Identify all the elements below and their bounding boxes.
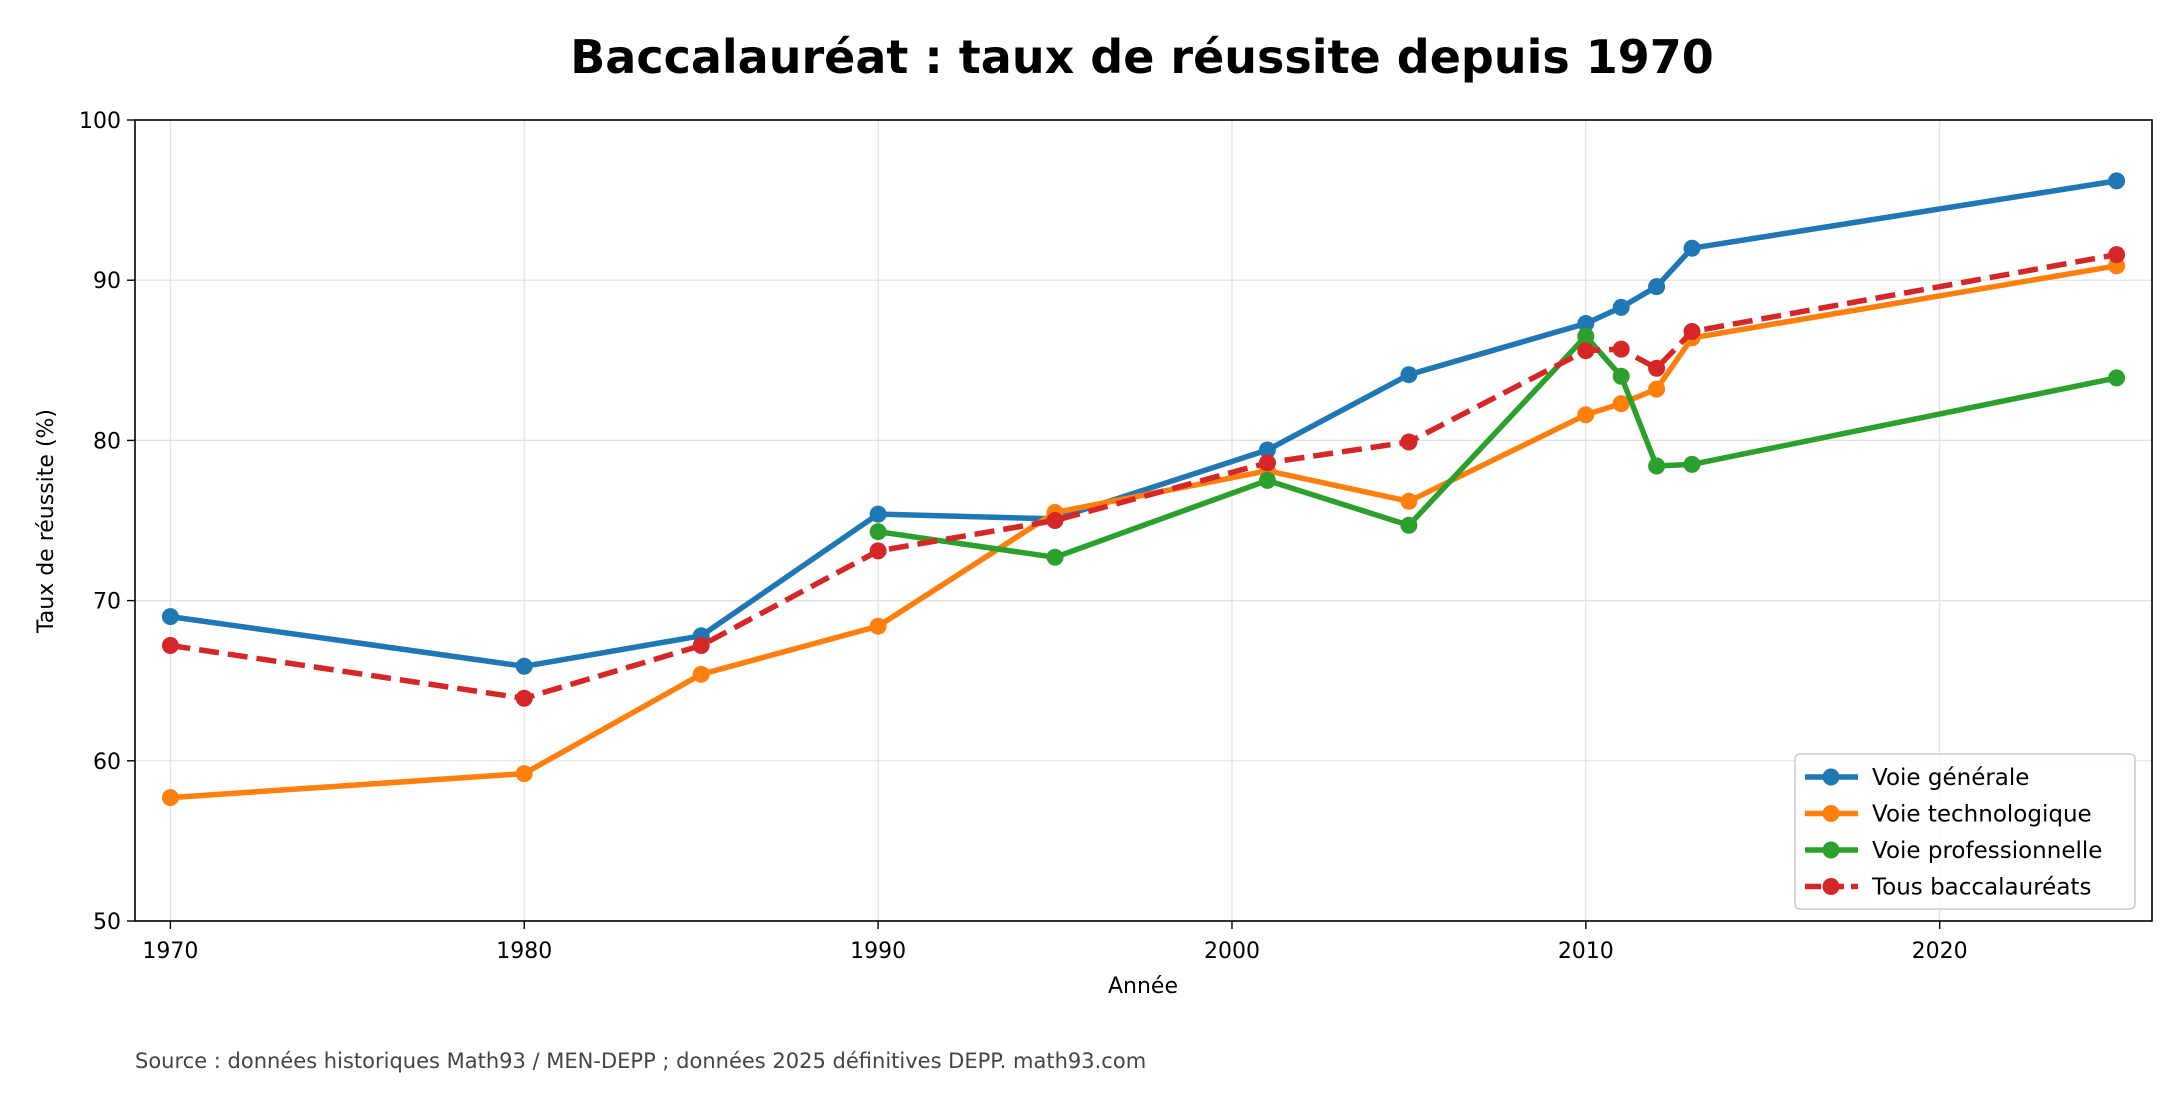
- legend-item: Voie professionnelle: [1805, 838, 2102, 864]
- axis-ticks: 1970 1980 1990 2000 2010 2020 50 60 70 80 90 100: [79, 109, 1968, 964]
- series-0: [161, 172, 2126, 675]
- legend-item: Voie générale: [1805, 765, 2029, 791]
- series-2: [869, 327, 2126, 566]
- x-tick-label: 1980: [496, 939, 552, 964]
- source-note: Source : données historiques Math93 / ME…: [135, 1049, 1146, 1073]
- data-point: [1683, 455, 1701, 473]
- data-point: [1400, 366, 1418, 384]
- data-point: [692, 637, 710, 654]
- data-point: [869, 617, 887, 635]
- series-1: [161, 257, 2126, 807]
- legend-marker: [1822, 768, 1840, 786]
- y-tick-label: 70: [93, 590, 121, 615]
- x-tick-label: 2010: [1558, 939, 1614, 964]
- y-tick-label: 100: [79, 109, 121, 134]
- y-axis-label: Taux de réussite (%): [34, 409, 59, 634]
- legend-label: Voie technologique: [1872, 802, 2092, 828]
- data-point: [1046, 512, 1064, 529]
- y-tick-label: 60: [93, 750, 121, 775]
- series-line: [877, 333, 2118, 561]
- legend-label: Tous baccalauréats: [1871, 875, 2091, 901]
- data-point: [1612, 298, 1630, 316]
- data-point: [692, 665, 710, 683]
- series-layer: [161, 172, 2126, 807]
- chart-title: Baccalauréat : taux de réussite depuis 1…: [570, 30, 1714, 84]
- x-tick-label: 1990: [850, 939, 906, 964]
- legend: Voie générale Voie technologique Voie prof…: [1794, 753, 2136, 910]
- data-point: [1258, 454, 1276, 472]
- legend-item: Tous baccalauréats: [1805, 875, 2091, 901]
- data-point: [1648, 278, 1666, 296]
- data-point: [1648, 457, 1666, 475]
- data-point: [1258, 441, 1276, 459]
- data-point: [1577, 327, 1595, 345]
- data-point: [1648, 380, 1666, 398]
- series-line: [170, 263, 2118, 801]
- y-tick-label: 50: [93, 910, 121, 935]
- data-point: [1612, 340, 1630, 358]
- data-point: [161, 789, 179, 807]
- data-point: [2108, 369, 2126, 387]
- legend-item: Voie technologique: [1805, 802, 2092, 828]
- data-point: [1400, 492, 1418, 510]
- data-point: [1577, 342, 1595, 360]
- legend-marker: [1822, 878, 1840, 895]
- data-point: [515, 657, 533, 675]
- legend-marker: [1822, 841, 1840, 859]
- series-line: [170, 178, 2118, 670]
- data-point: [1258, 471, 1276, 489]
- x-tick-label: 2020: [1912, 939, 1968, 964]
- data-point: [1612, 395, 1630, 413]
- series-line: [169, 251, 2118, 702]
- legend-box: [1794, 753, 2136, 910]
- plot-area-frame: [134, 119, 2153, 922]
- data-point: [1577, 315, 1595, 332]
- x-tick-label: 1970: [142, 939, 198, 964]
- data-point: [515, 689, 533, 707]
- data-point: [1612, 367, 1630, 385]
- data-point: [1400, 433, 1418, 451]
- y-tick-label: 90: [93, 269, 121, 294]
- data-point: [515, 765, 533, 783]
- y-tick-label: 80: [93, 429, 121, 454]
- series-3: [161, 246, 2126, 707]
- x-axis-label: Année: [1108, 974, 1178, 999]
- data-point: [2108, 172, 2126, 190]
- data-point: [1683, 323, 1701, 340]
- data-point: [869, 523, 887, 541]
- legend-marker: [1822, 805, 1840, 822]
- data-point: [869, 542, 887, 560]
- data-point: [1683, 239, 1701, 257]
- legend-label: Voie générale: [1872, 765, 2029, 791]
- data-point: [1400, 516, 1418, 534]
- data-point: [2108, 246, 2126, 264]
- x-tick-label: 2000: [1204, 939, 1260, 964]
- data-point: [1577, 406, 1595, 424]
- data-point: [1046, 548, 1064, 566]
- legend-label: Voie professionnelle: [1872, 838, 2102, 864]
- data-point: [1648, 359, 1666, 377]
- data-point: [161, 608, 179, 626]
- data-point: [161, 637, 179, 654]
- data-point: [869, 505, 887, 523]
